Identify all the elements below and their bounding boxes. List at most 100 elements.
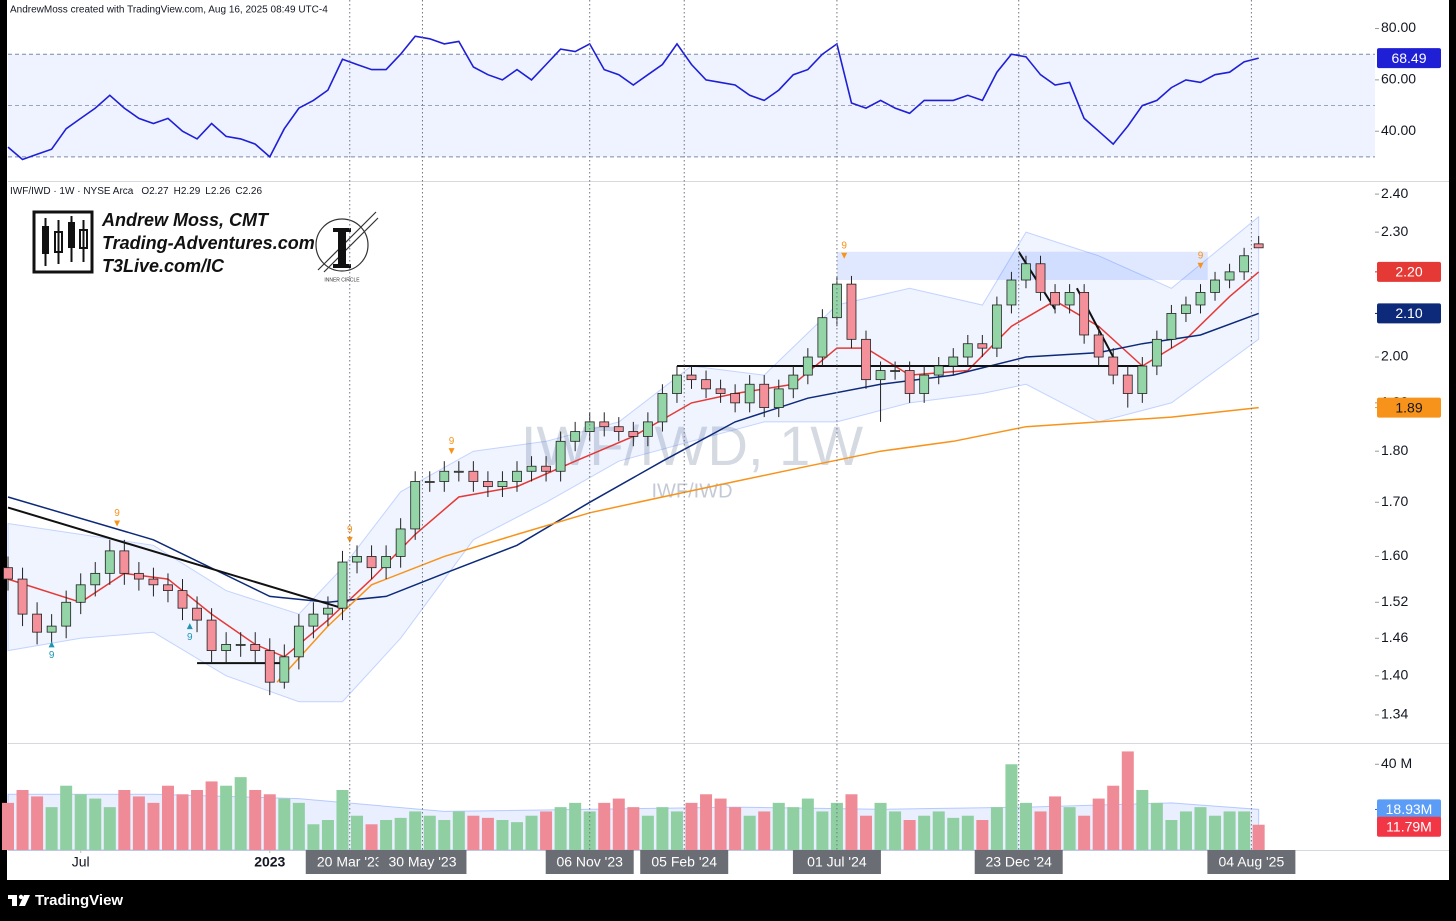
- candle-body: [846, 283, 857, 340]
- volume-bar: [496, 820, 509, 850]
- volume-bar: [670, 811, 683, 850]
- x-tick-box: [378, 850, 467, 874]
- td-marker: [48, 641, 55, 648]
- candle-body: [570, 431, 581, 442]
- chart-background: [7, 0, 1449, 880]
- volume-bar: [525, 815, 538, 850]
- candle-body: [1166, 313, 1177, 340]
- x-tick-label: Jul: [72, 854, 90, 870]
- volume-bar: [205, 781, 218, 850]
- header: AndrewMoss created with TradingView.com,…: [10, 5, 328, 16]
- volume-bar: [278, 798, 291, 850]
- candle-body: [1035, 263, 1046, 293]
- footer-bar: [0, 880, 1456, 921]
- volume-bar: [961, 815, 974, 850]
- volume-bar: [641, 815, 654, 850]
- y-tick-label: 1.60: [1381, 547, 1408, 563]
- x-tick-box: [974, 850, 1063, 874]
- ma-last-label: 2.10: [1395, 305, 1422, 321]
- volume-bar: [423, 815, 436, 850]
- td-count: 9: [49, 650, 55, 661]
- candle-body: [555, 440, 566, 472]
- td-marker: [1197, 262, 1204, 269]
- candle-body: [424, 481, 435, 483]
- volume-bar: [1034, 811, 1047, 850]
- volume-bar: [685, 802, 698, 850]
- symbol-info: IWF/IWD · 1W · NYSE Arca O2.27 H2.29 L2.26 C…: [10, 186, 262, 197]
- candle-body: [32, 613, 42, 633]
- x-tick-label: 05 Feb '24: [651, 854, 717, 870]
- candle-body: [1050, 292, 1060, 306]
- candle-body: [875, 370, 886, 381]
- candle-body: [483, 481, 493, 488]
- x-tick-box: [1207, 850, 1296, 874]
- volume-bar: [365, 824, 378, 850]
- volume-bar: [394, 817, 407, 850]
- candle-body: [991, 304, 1002, 349]
- candle-body: [1181, 304, 1191, 314]
- volume-bar: [598, 802, 611, 850]
- y-tick-label: 1.52: [1381, 593, 1408, 609]
- volume-bar: [1078, 815, 1091, 850]
- ma-last-label-box: [1377, 397, 1441, 418]
- volume-bar: [1252, 824, 1265, 850]
- logo-site: Trading-Adventures.com: [102, 233, 315, 253]
- candle-body: [686, 374, 697, 381]
- candle-body: [497, 481, 508, 488]
- candle-body: [962, 343, 973, 358]
- candle-body: [1108, 356, 1119, 376]
- ohlc-value: 2.29: [181, 186, 201, 197]
- candle-body: [133, 572, 144, 580]
- footer-brand[interactable]: TradingView: [35, 892, 123, 909]
- y-tick-label: 2.40: [1381, 185, 1408, 201]
- volume-bar: [830, 802, 843, 850]
- candle-body: [90, 572, 101, 586]
- candle-body: [526, 465, 537, 472]
- volume-bar: [307, 824, 320, 850]
- candle-body: [744, 383, 755, 404]
- y-tick-label: 40.00: [1381, 122, 1416, 138]
- candle-body: [1239, 255, 1250, 273]
- volume-ma-label: 18.93M: [1386, 801, 1433, 817]
- volume-bar: [45, 807, 58, 850]
- volume-bar: [60, 785, 73, 850]
- volume-bar: [1209, 815, 1222, 850]
- candle-body: [788, 374, 799, 390]
- volume-bar: [1019, 802, 1032, 850]
- volume-bar: [510, 822, 523, 850]
- candle-body: [1210, 279, 1220, 293]
- x-tick-label: 04 Aug '25: [1219, 854, 1285, 870]
- volume-bar: [74, 794, 87, 850]
- candle-body: [381, 556, 392, 569]
- volume-bar: [787, 807, 800, 850]
- x-tick-label: 23 Dec '24: [985, 854, 1052, 870]
- rsi-last-label: 68.49: [1391, 50, 1426, 66]
- y-tick-label: 60.00: [1381, 71, 1416, 87]
- volume-bar: [292, 802, 305, 850]
- candle-body: [17, 578, 28, 615]
- candle-body: [1195, 292, 1206, 306]
- volume-bar: [932, 811, 945, 850]
- candle-body: [119, 550, 130, 574]
- candle-body: [1224, 271, 1235, 281]
- candle-body: [1093, 334, 1104, 358]
- volume-bar: [627, 807, 640, 850]
- candle-body: [948, 356, 959, 367]
- candle-body: [148, 578, 159, 586]
- candle-body: [235, 644, 246, 646]
- ohlc-value: 2.27: [149, 186, 169, 197]
- candle-body: [279, 656, 290, 683]
- symbol: IWF/IWD · 1W · NYSE Arca: [10, 186, 134, 197]
- candle-body: [977, 343, 988, 349]
- volume-bar: [976, 820, 989, 850]
- volume-bar: [191, 790, 204, 850]
- candle-body: [323, 607, 333, 615]
- logo-badge: INNER CIRCLE: [324, 277, 360, 283]
- td-marker: [346, 536, 353, 543]
- volume-bar: [16, 790, 29, 850]
- rsi-last-label-box: [1377, 48, 1441, 69]
- candle-body: [293, 625, 304, 658]
- volume-bar: [583, 811, 596, 850]
